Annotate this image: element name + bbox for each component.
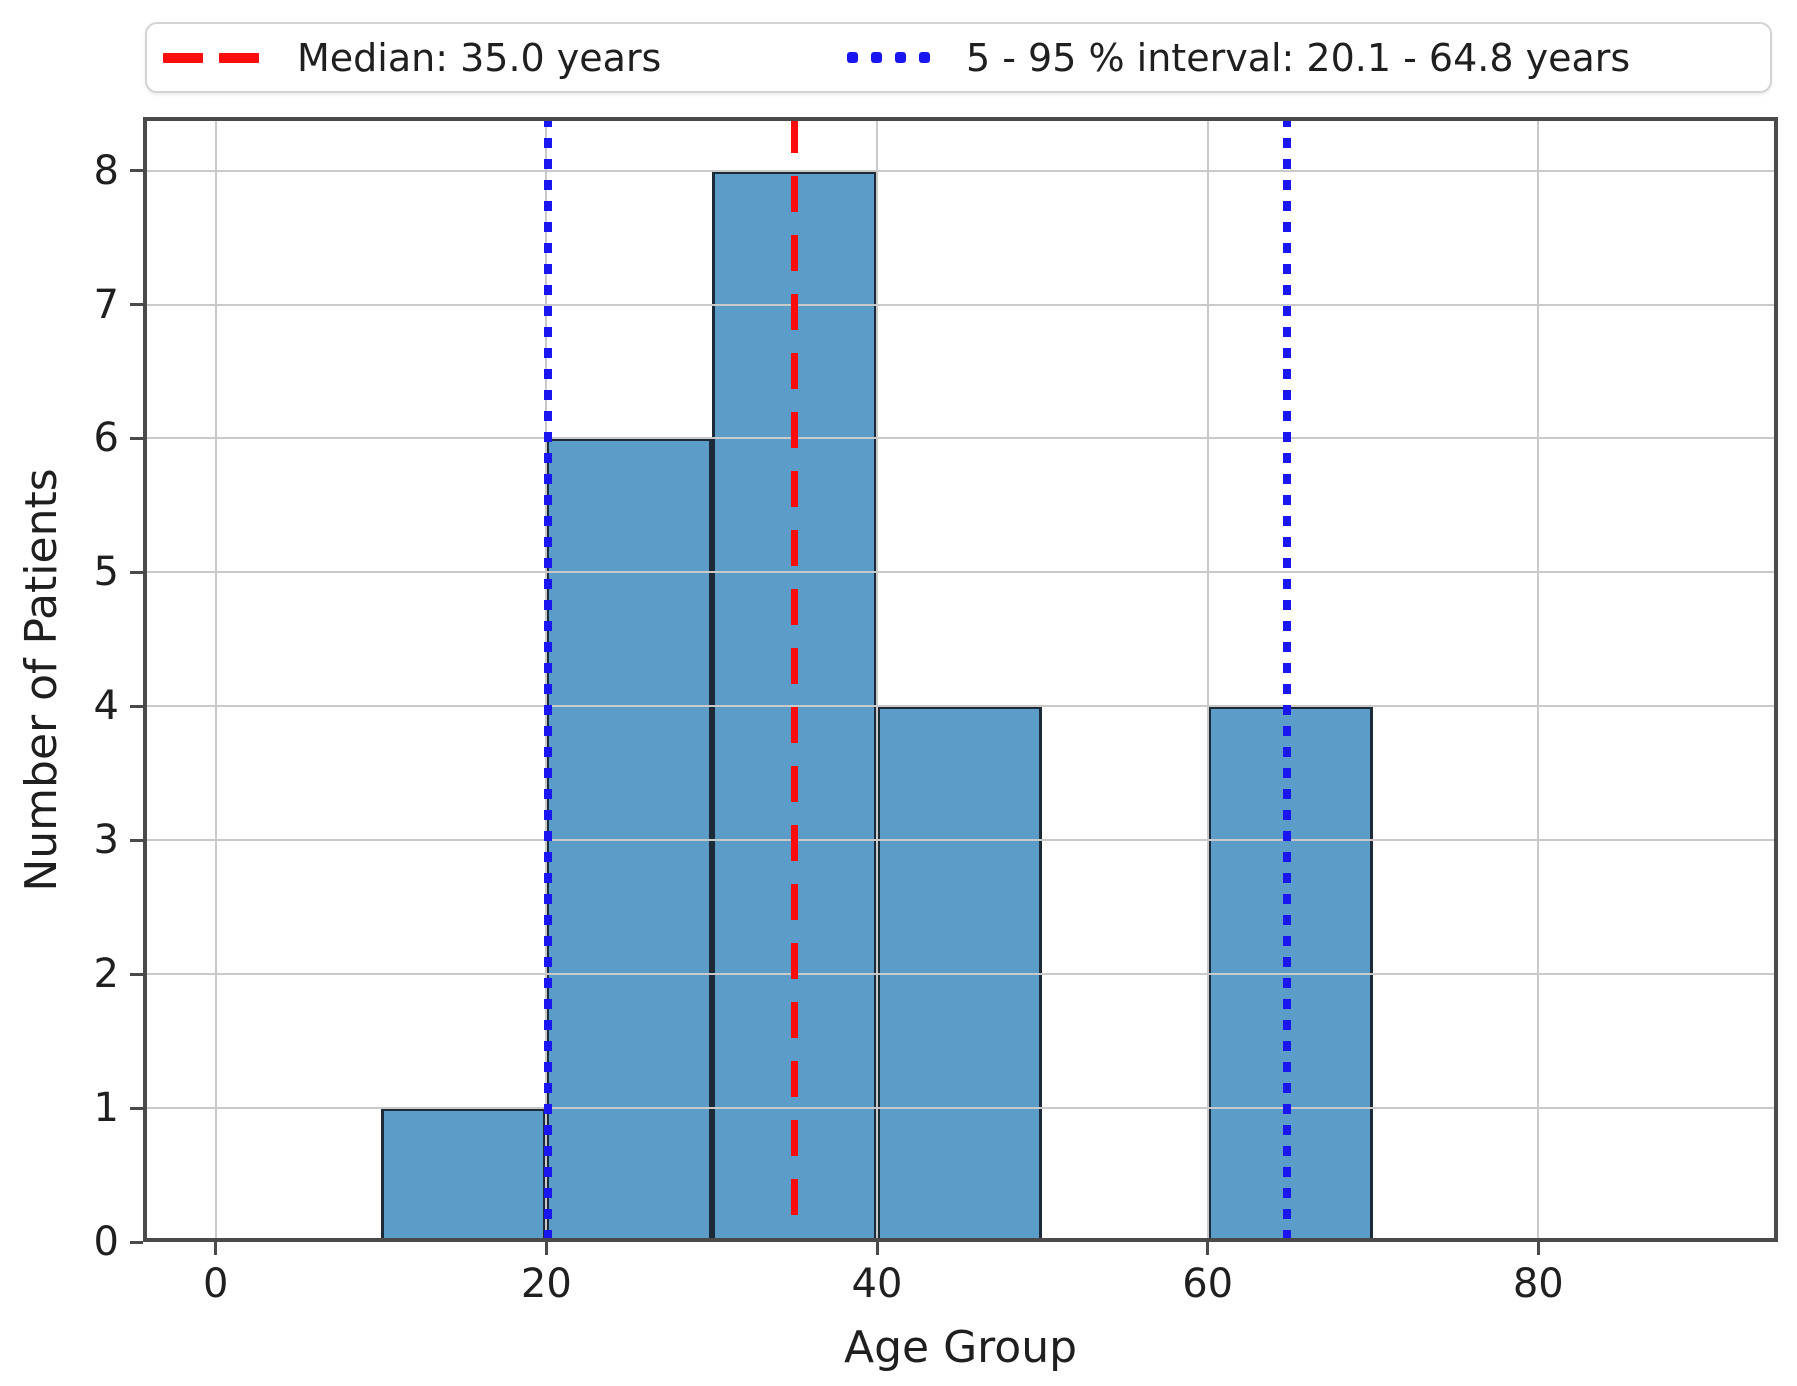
- y-gridline: [143, 169, 1778, 172]
- blue-dotted-line-icon: [847, 52, 930, 63]
- median-line: [791, 117, 799, 1242]
- interval-line-high: [1283, 117, 1291, 1242]
- legend: Median: 35.0 years 5 - 95 % interval: 20…: [145, 22, 1772, 93]
- y-gridline: [143, 839, 1778, 842]
- blue-dot-segment: [871, 52, 882, 63]
- x-tick-label: 80: [1512, 1261, 1564, 1307]
- y-gridline: [143, 571, 1778, 574]
- x-tick-label: 60: [1182, 1261, 1234, 1307]
- y-tick-label: 4: [93, 683, 119, 730]
- y-tick-mark: [130, 436, 143, 440]
- x-gridline: [1206, 117, 1209, 1242]
- x-tick-mark: [1206, 1242, 1210, 1255]
- legend-item-interval: 5 - 95 % interval: 20.1 - 64.8 years: [847, 24, 1630, 91]
- y-tick-mark: [130, 1106, 143, 1110]
- x-gridline: [876, 117, 878, 1242]
- y-tick-label: 2: [93, 951, 119, 998]
- blue-dot-segment: [847, 52, 858, 63]
- y-gridline: [143, 705, 1778, 708]
- y-tick-mark: [130, 169, 143, 173]
- x-tick-label: 20: [520, 1261, 572, 1307]
- red-dash-segment: [163, 52, 203, 63]
- x-tick-label: 0: [203, 1261, 229, 1307]
- y-tick-label: 3: [93, 817, 119, 864]
- x-gridline: [214, 117, 217, 1242]
- x-tick-label: 40: [851, 1261, 903, 1307]
- y-gridline: [143, 303, 1778, 306]
- blue-dot-segment: [895, 52, 906, 63]
- y-tick-mark: [130, 1240, 143, 1244]
- y-tick-mark: [130, 704, 143, 708]
- y-tick-label: 1: [93, 1085, 119, 1132]
- interval-line-low: [544, 117, 553, 1242]
- legend-label-median: Median: 35.0 years: [297, 35, 662, 80]
- y-tick-mark: [130, 972, 143, 976]
- blue-dot-segment: [919, 52, 930, 63]
- y-tick-mark: [130, 570, 143, 574]
- y-tick-mark: [130, 303, 143, 306]
- y-tick-label: 8: [93, 147, 119, 194]
- x-axis-label: Age Group: [843, 1322, 1078, 1373]
- plot-area: Age Group Number of Patients 0 20 40 60 80 0 1…: [16, 117, 1778, 1370]
- y-tick-label: 0: [93, 1219, 119, 1265]
- y-axis-label: Number of Patients: [16, 467, 67, 892]
- x-tick-mark: [1536, 1242, 1540, 1255]
- x-gridline: [1537, 117, 1540, 1242]
- y-tick-mark: [130, 838, 143, 842]
- y-gridline: [143, 437, 1778, 440]
- y-tick-label: 5: [93, 549, 119, 596]
- y-tick-label: 7: [93, 281, 119, 328]
- y-tick-label: 6: [93, 415, 119, 462]
- y-gridline: [143, 973, 1778, 976]
- red-dash-segment: [219, 52, 259, 63]
- legend-item-median: Median: 35.0 years: [163, 24, 661, 91]
- x-tick-mark: [875, 1242, 879, 1255]
- histogram-bar: [381, 1108, 547, 1242]
- x-tick-mark: [214, 1242, 218, 1255]
- y-gridline: [143, 1107, 1778, 1110]
- red-dashed-line-icon: [163, 52, 259, 63]
- x-tick-mark: [544, 1242, 548, 1255]
- legend-label-interval: 5 - 95 % interval: 20.1 - 64.8 years: [966, 35, 1631, 80]
